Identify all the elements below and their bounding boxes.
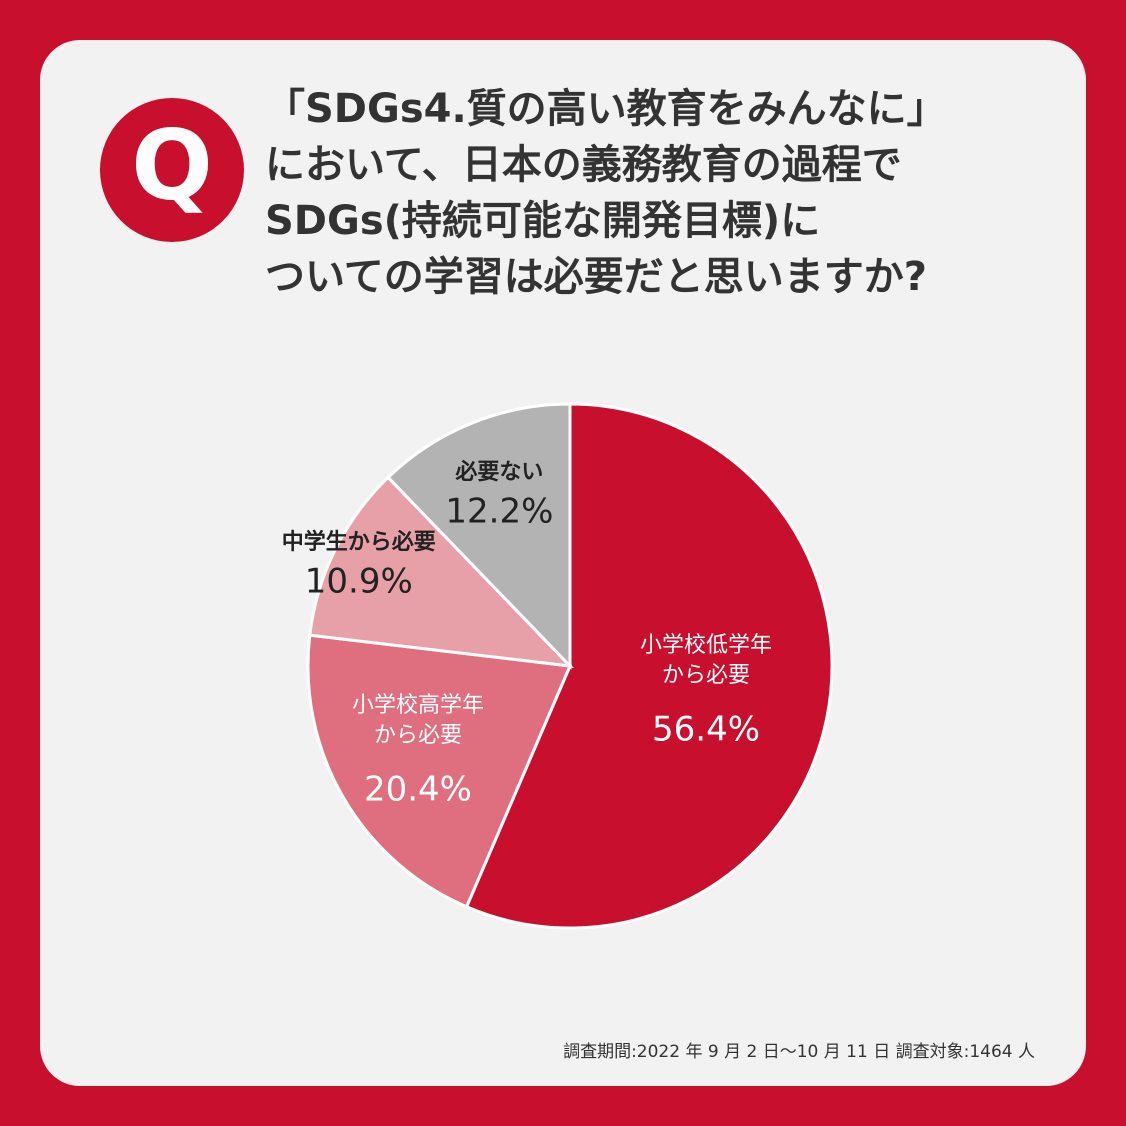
pie-slice xyxy=(308,475,574,668)
slice-value: 56.4% xyxy=(652,709,760,749)
slice-value: 20.4% xyxy=(364,769,472,809)
slice-value: 10.9% xyxy=(305,562,413,602)
pie-slice xyxy=(385,402,572,670)
slice-label: 必要ない xyxy=(455,459,543,485)
slice-value: 12.2% xyxy=(445,492,553,532)
slice-label: 小学校高学年から必要 xyxy=(352,693,484,748)
q-letter: Q xyxy=(131,109,213,221)
footnote: 調査期間:2022 年 9 月 2 日〜10 月 11 日 調査対象:1464 … xyxy=(563,1042,1035,1062)
slice-label: 中学生から必要 xyxy=(282,529,436,555)
chart-title: 「SDGs4.質の高い教育をみんなに」において、日本の義務教育の過程で SDGs(… xyxy=(265,86,947,300)
pie-slice xyxy=(464,402,834,930)
slice-label: 小学校低学年から必要 xyxy=(640,633,772,688)
q-badge xyxy=(100,98,244,242)
pie-slice xyxy=(306,633,573,909)
